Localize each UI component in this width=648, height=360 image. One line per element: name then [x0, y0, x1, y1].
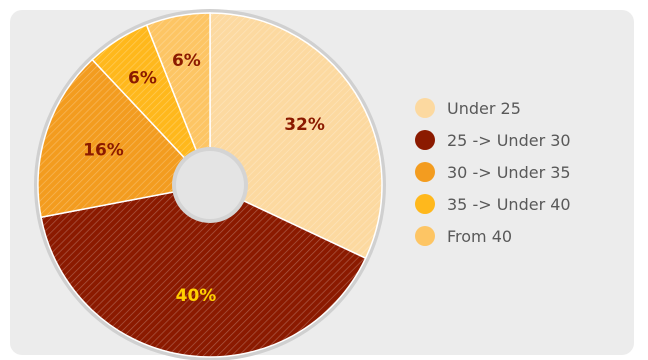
slice-value-label: 32% [284, 115, 325, 135]
legend-item-25-under-30: 25 -> Under 30 [415, 124, 625, 156]
pie-slice-texture [92, 25, 210, 185]
legend-swatch [415, 162, 435, 182]
slice-value-label: 6% [172, 51, 201, 71]
legend-item-from-40: From 40 [415, 220, 625, 252]
pie-slice-texture [38, 59, 211, 218]
pie-slice-texture [41, 185, 366, 357]
legend-swatch [415, 226, 435, 246]
chart-legend: Under 25 25 -> Under 30 30 -> Under 35 35 -… [415, 92, 625, 252]
slice-value-label: 6% [128, 69, 157, 89]
legend-label: 25 -> Under 30 [447, 130, 571, 150]
legend-swatch [415, 194, 435, 214]
pie-slice-texture [210, 13, 382, 259]
pie-slice-texture [146, 13, 210, 185]
slice-value-label: 40% [176, 286, 217, 306]
legend-label: Under 25 [447, 98, 521, 118]
legend-swatch [415, 98, 435, 118]
legend-item-35-under-40: 35 -> Under 40 [415, 188, 625, 220]
slice-value-label: 16% [83, 140, 124, 160]
legend-item-under-25: Under 25 [415, 92, 625, 124]
chart-center-hole-inner [176, 151, 244, 219]
legend-item-30-under-35: 30 -> Under 35 [415, 156, 625, 188]
legend-label: 30 -> Under 35 [447, 162, 571, 182]
legend-label: From 40 [447, 226, 513, 246]
legend-label: 35 -> Under 40 [447, 194, 571, 214]
legend-swatch [415, 130, 435, 150]
